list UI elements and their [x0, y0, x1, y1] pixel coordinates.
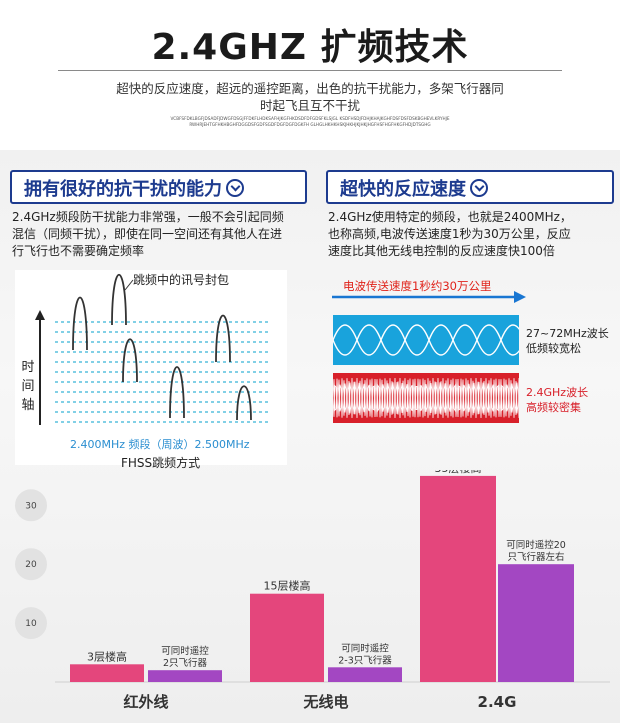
- interference-heading: 拥有很好的抗干扰的能力: [24, 179, 222, 200]
- frequency-axis-label: 2.400MHz 频段（周波）2.500MHz: [70, 438, 250, 451]
- category-label: 无线电: [302, 693, 348, 711]
- interference-heading-box: 拥有很好的抗干扰的能力: [10, 170, 307, 204]
- packet-4: [215, 314, 231, 363]
- low-frequency-wave: [332, 324, 526, 356]
- low-frequency-wave-panel: [332, 315, 526, 365]
- y-tick-label: 30: [25, 501, 37, 511]
- interference-line-3: 行飞行也不需要确定频率: [12, 244, 145, 258]
- subtitle: 超快的反应速度，超远的遥控距离，出色的抗干扰能力，多架飞行器同 时起飞且互不干扰: [60, 80, 560, 114]
- high-frequency-wave-line: [333, 377, 519, 419]
- speed-heading: 超快的反应速度: [340, 179, 466, 200]
- bar-红外线-series-1: [70, 664, 144, 682]
- interference-line-1: 2.4GHz频段防干扰能力非常强，一般不会引起同频: [12, 210, 284, 224]
- bar-红外线-series-2: [148, 670, 222, 682]
- interference-description: 2.4GHz频段防干扰能力非常强，一般不会引起同频 混信（同频干扰），即使在同一…: [12, 209, 312, 260]
- speed-line-3: 速度比其他无线电控制的反应速度快100倍: [328, 244, 555, 258]
- bar-data-label: 只飞行器左右: [507, 551, 564, 563]
- bar-data-label: 可同时遥控: [161, 645, 209, 657]
- bar-data-label: 3层楼高: [87, 649, 127, 663]
- speed-description: 2.4GHz使用特定的频段，也就是2400MHz， 也称高频,电波传送速度1秒为…: [328, 209, 618, 260]
- low-frequency-label: 27~72MHz波长 低频较宽松: [526, 327, 609, 355]
- fhss-diagram: 跳频中的讯号封包 时 间 轴 2.400MHz 频段（周波）2.500MHz F…: [15, 270, 287, 470]
- chevron-down-circle-icon: [226, 179, 244, 197]
- bar-data-label: 可同时遥控20: [506, 539, 566, 551]
- chevron-down-circle-icon: [470, 179, 488, 197]
- packet-curves: [72, 274, 252, 421]
- speed-arrow-label: 电波传送速度1秒约30万公里: [343, 279, 492, 293]
- packet-6: [236, 385, 252, 421]
- category-label: 红外线: [123, 693, 168, 711]
- bar-2.4G-series-1: [420, 475, 496, 682]
- packet-label: 跳频中的讯号封包: [133, 273, 230, 287]
- y-tick-circle: [15, 548, 47, 581]
- high-frequency-label: 2.4GHz波长 高频较密集: [526, 386, 589, 414]
- fhss-caption: FHSS跳频方式: [121, 456, 201, 470]
- packet-5: [169, 366, 185, 419]
- high-frequency-wave: [333, 377, 519, 419]
- subtitle-line-2: 时起飞且互不干扰: [259, 98, 360, 113]
- fine-print: VCBFSFDKLBGFJDSADFJDWGFDSGJFFDKFLHDKSAFH…: [170, 116, 450, 127]
- packet-pointer: [124, 279, 134, 291]
- speed-heading-box: 超快的反应速度: [326, 170, 614, 204]
- time-axis-label: 时 间 轴: [21, 360, 35, 413]
- y-tick-circle: [15, 489, 47, 522]
- bar-data-label: 15层楼高: [264, 579, 311, 593]
- bar-无线电-series-1: [250, 593, 324, 682]
- packet-3: [122, 338, 138, 383]
- speed-arrow: [332, 291, 526, 303]
- bar-data-label: 35层楼高: [435, 470, 482, 475]
- interference-line-2: 混信（同频干扰），即使在同一空间还有其他人在进: [12, 227, 283, 241]
- speed-line-2: 也称高频,电波传送速度1秒为30万公里，反应: [328, 227, 571, 241]
- title-divider: [58, 70, 562, 71]
- high-frequency-wave-panel: [333, 373, 519, 423]
- bar-2.4G-series-2: [498, 564, 574, 682]
- speed-line-1: 2.4GHz使用特定的频段，也就是2400MHz，: [328, 210, 572, 224]
- y-tick-circle: [15, 607, 47, 640]
- y-tick-label: 20: [25, 560, 37, 570]
- packet-2: [111, 274, 127, 326]
- bar-data-label: 可同时遥控: [341, 642, 389, 654]
- bar-data-label: 2只飞行器: [163, 657, 208, 669]
- y-tick-label: 10: [25, 619, 37, 629]
- category-label: 2.4G: [478, 693, 517, 711]
- page-title: 2.4GHZ 扩频技术: [151, 27, 469, 68]
- bar-无线电-series-2: [328, 667, 402, 682]
- subtitle-line-1: 超快的反应速度，超远的遥控距离，出色的抗干扰能力，多架飞行器同: [116, 81, 504, 96]
- fhss-graphic: [35, 274, 270, 425]
- packet-1: [72, 296, 88, 351]
- time-axis-arrowhead: [35, 310, 45, 320]
- bar-data-label: 2-3只飞行器: [338, 654, 392, 666]
- high-frequency-wave-line: [333, 377, 519, 419]
